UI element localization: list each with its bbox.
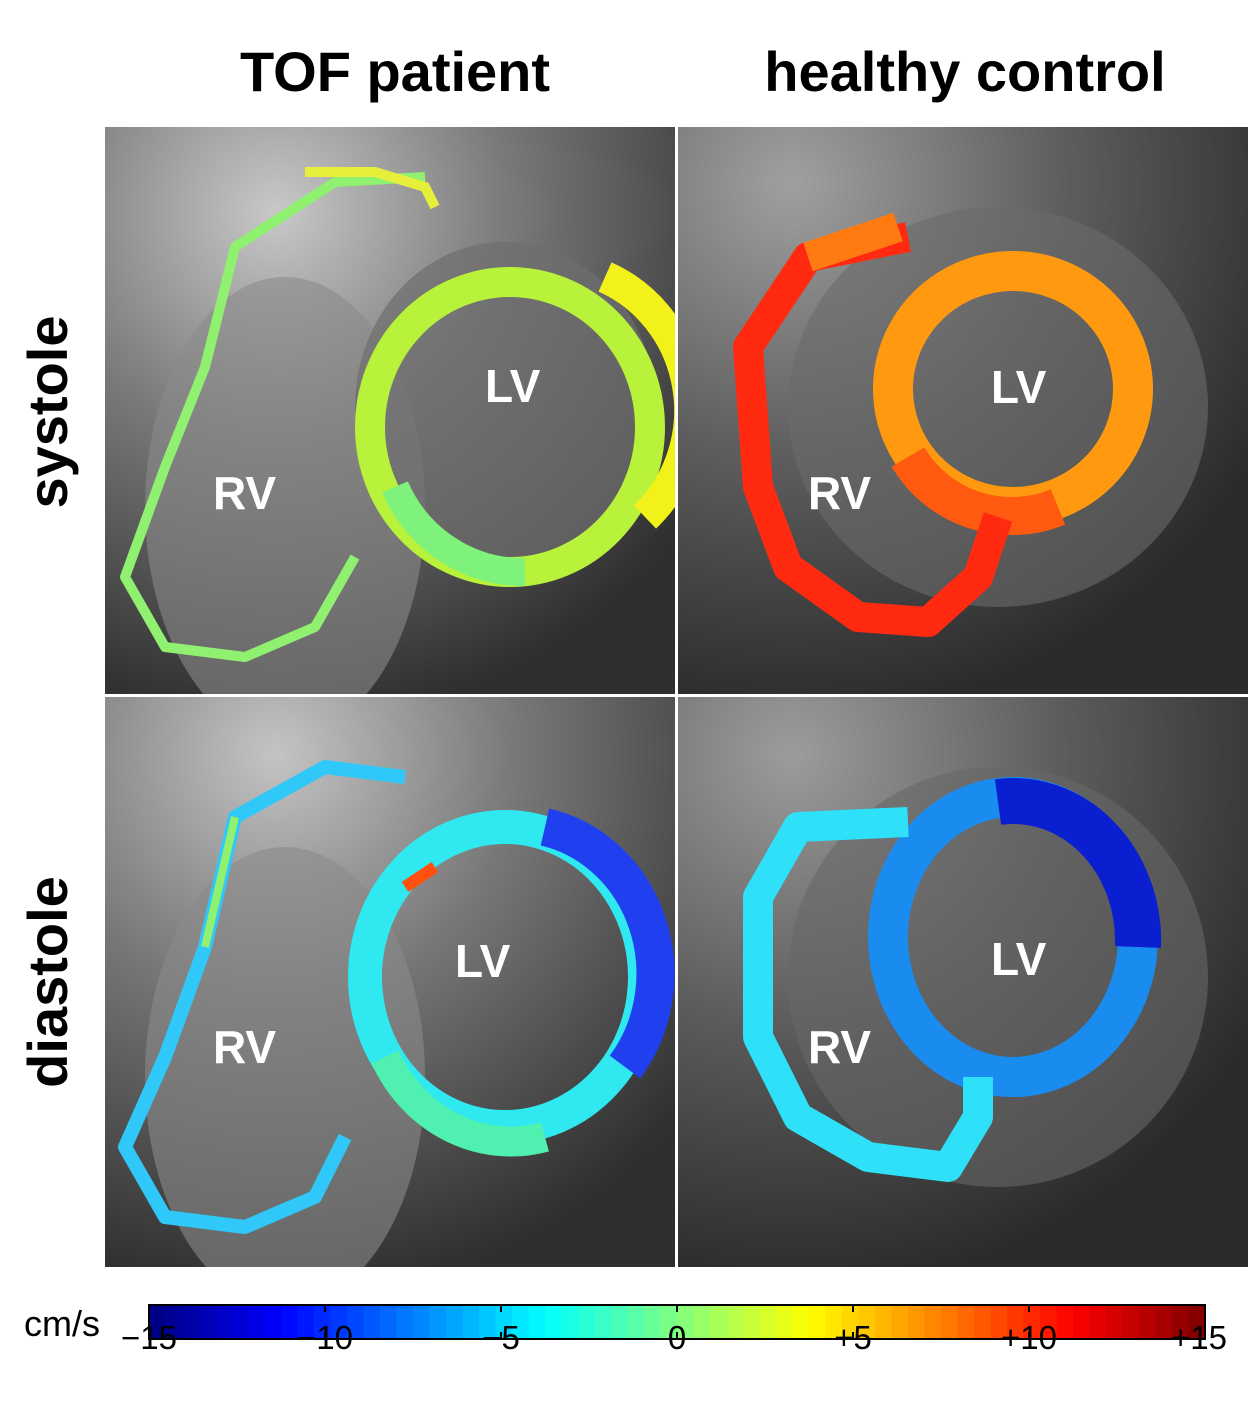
colorbar-segment	[1139, 1305, 1157, 1339]
colorbar-segment	[1089, 1305, 1107, 1339]
colorbar-segment	[396, 1305, 414, 1339]
lv-label: LV	[991, 361, 1047, 413]
lv-label: LV	[991, 933, 1047, 985]
colorbar-segment	[924, 1305, 942, 1339]
colorbar-tick-label: −10	[297, 1319, 353, 1356]
colorbar-segment	[611, 1305, 629, 1339]
rv-contour	[733, 222, 1013, 637]
colorbar-segment	[248, 1305, 266, 1339]
panel-control-diastole: LV RV	[678, 697, 1248, 1267]
colorbar-segment	[908, 1305, 926, 1339]
colorbar-segment	[462, 1305, 480, 1339]
colorbar-segment	[941, 1305, 959, 1339]
colorbar-segment	[1007, 1305, 1025, 1339]
colorbar-segment	[528, 1305, 546, 1339]
colorbar-segment	[1073, 1305, 1091, 1339]
colorbar-segment	[677, 1305, 695, 1339]
colorbar-segment	[644, 1305, 662, 1339]
colorbar-segment	[561, 1305, 579, 1339]
colorbar-segment	[743, 1305, 761, 1339]
colorbar-segment	[429, 1305, 447, 1339]
colorbar-segment	[809, 1305, 827, 1339]
colorbar-segment	[495, 1305, 513, 1339]
colorbar-tick-label: −5	[482, 1319, 520, 1356]
colorbar-segment	[578, 1305, 596, 1339]
rv-contour	[120, 172, 426, 662]
colorbar-segment	[594, 1305, 612, 1339]
colorbar-segment	[363, 1305, 381, 1339]
panel-control-systole: LV RV	[678, 127, 1248, 694]
colorbar-segment	[198, 1305, 216, 1339]
colorbar-segment	[149, 1305, 167, 1339]
colorbar-segment	[875, 1305, 893, 1339]
colorbar-segment	[759, 1305, 777, 1339]
colorbar-segment	[479, 1305, 497, 1339]
colorbar-segment	[264, 1305, 282, 1339]
colorbar-segment	[446, 1305, 464, 1339]
colorbar-segment	[858, 1305, 876, 1339]
colorbar-segment	[1122, 1305, 1140, 1339]
colorbar-segment	[182, 1305, 200, 1339]
colorbar-segment	[231, 1305, 249, 1339]
colorbar-segment	[660, 1305, 678, 1339]
colorbar-segment	[726, 1305, 744, 1339]
colorbar-segment	[330, 1305, 348, 1339]
colorbar-segment	[545, 1305, 563, 1339]
colorbar-segment	[825, 1305, 843, 1339]
rv-label: RV	[213, 1021, 276, 1073]
lv-label: LV	[455, 935, 511, 987]
colorbar-segment	[215, 1305, 233, 1339]
colorbar-segment	[776, 1305, 794, 1339]
colorbar-tick-label: 0	[667, 1319, 687, 1356]
colorbar-segment	[842, 1305, 860, 1339]
colorbar-segment	[891, 1305, 909, 1339]
colorbar-segment	[957, 1305, 975, 1339]
colorbar-segment	[165, 1305, 183, 1339]
rv-label: RV	[808, 467, 871, 519]
row-title-diastole: diastole	[16, 876, 79, 1088]
colorbar	[148, 1304, 1206, 1340]
column-title-healthy-control: healthy control	[764, 40, 1166, 103]
colorbar-tick-label: +10	[1001, 1319, 1057, 1356]
lv-label: LV	[485, 360, 541, 412]
colorbar-segment	[1106, 1305, 1124, 1339]
colorbar-unit: cm/s	[24, 1303, 100, 1344]
colorbar-segment	[990, 1305, 1008, 1339]
colorbar-segment	[347, 1305, 365, 1339]
colorbar-segment	[1172, 1305, 1190, 1339]
colorbar-segment	[1040, 1305, 1058, 1339]
colorbar-segment	[1155, 1305, 1173, 1339]
column-title-tof-patient: TOF patient	[239, 40, 551, 103]
panel-tof-systole: LV RV	[105, 127, 675, 694]
panel-tof-diastole: LV RV	[105, 697, 675, 1267]
colorbar-segment	[314, 1305, 332, 1339]
rv-contour	[743, 807, 993, 1182]
colorbar-segment	[1188, 1305, 1206, 1339]
rv-label: RV	[213, 467, 276, 519]
colorbar-segment	[1023, 1305, 1041, 1339]
colorbar-segment	[974, 1305, 992, 1339]
rv-label: RV	[808, 1021, 871, 1073]
colorbar-tick-label: +15	[1171, 1319, 1227, 1356]
colorbar-segment	[710, 1305, 728, 1339]
colorbar-segment	[380, 1305, 398, 1339]
colorbar-segment	[512, 1305, 530, 1339]
colorbar-segment	[693, 1305, 711, 1339]
colorbar-segment	[281, 1305, 299, 1339]
colorbar-tick-label: −15	[121, 1319, 177, 1356]
rv-contour	[118, 760, 406, 1234]
colorbar-segment	[413, 1305, 431, 1339]
colorbar-tick-label: +5	[834, 1319, 872, 1356]
colorbar-segment	[792, 1305, 810, 1339]
colorbar-segment	[297, 1305, 315, 1339]
row-title-systole: systole	[16, 315, 79, 509]
colorbar-segment	[627, 1305, 645, 1339]
colorbar-segment	[1056, 1305, 1074, 1339]
